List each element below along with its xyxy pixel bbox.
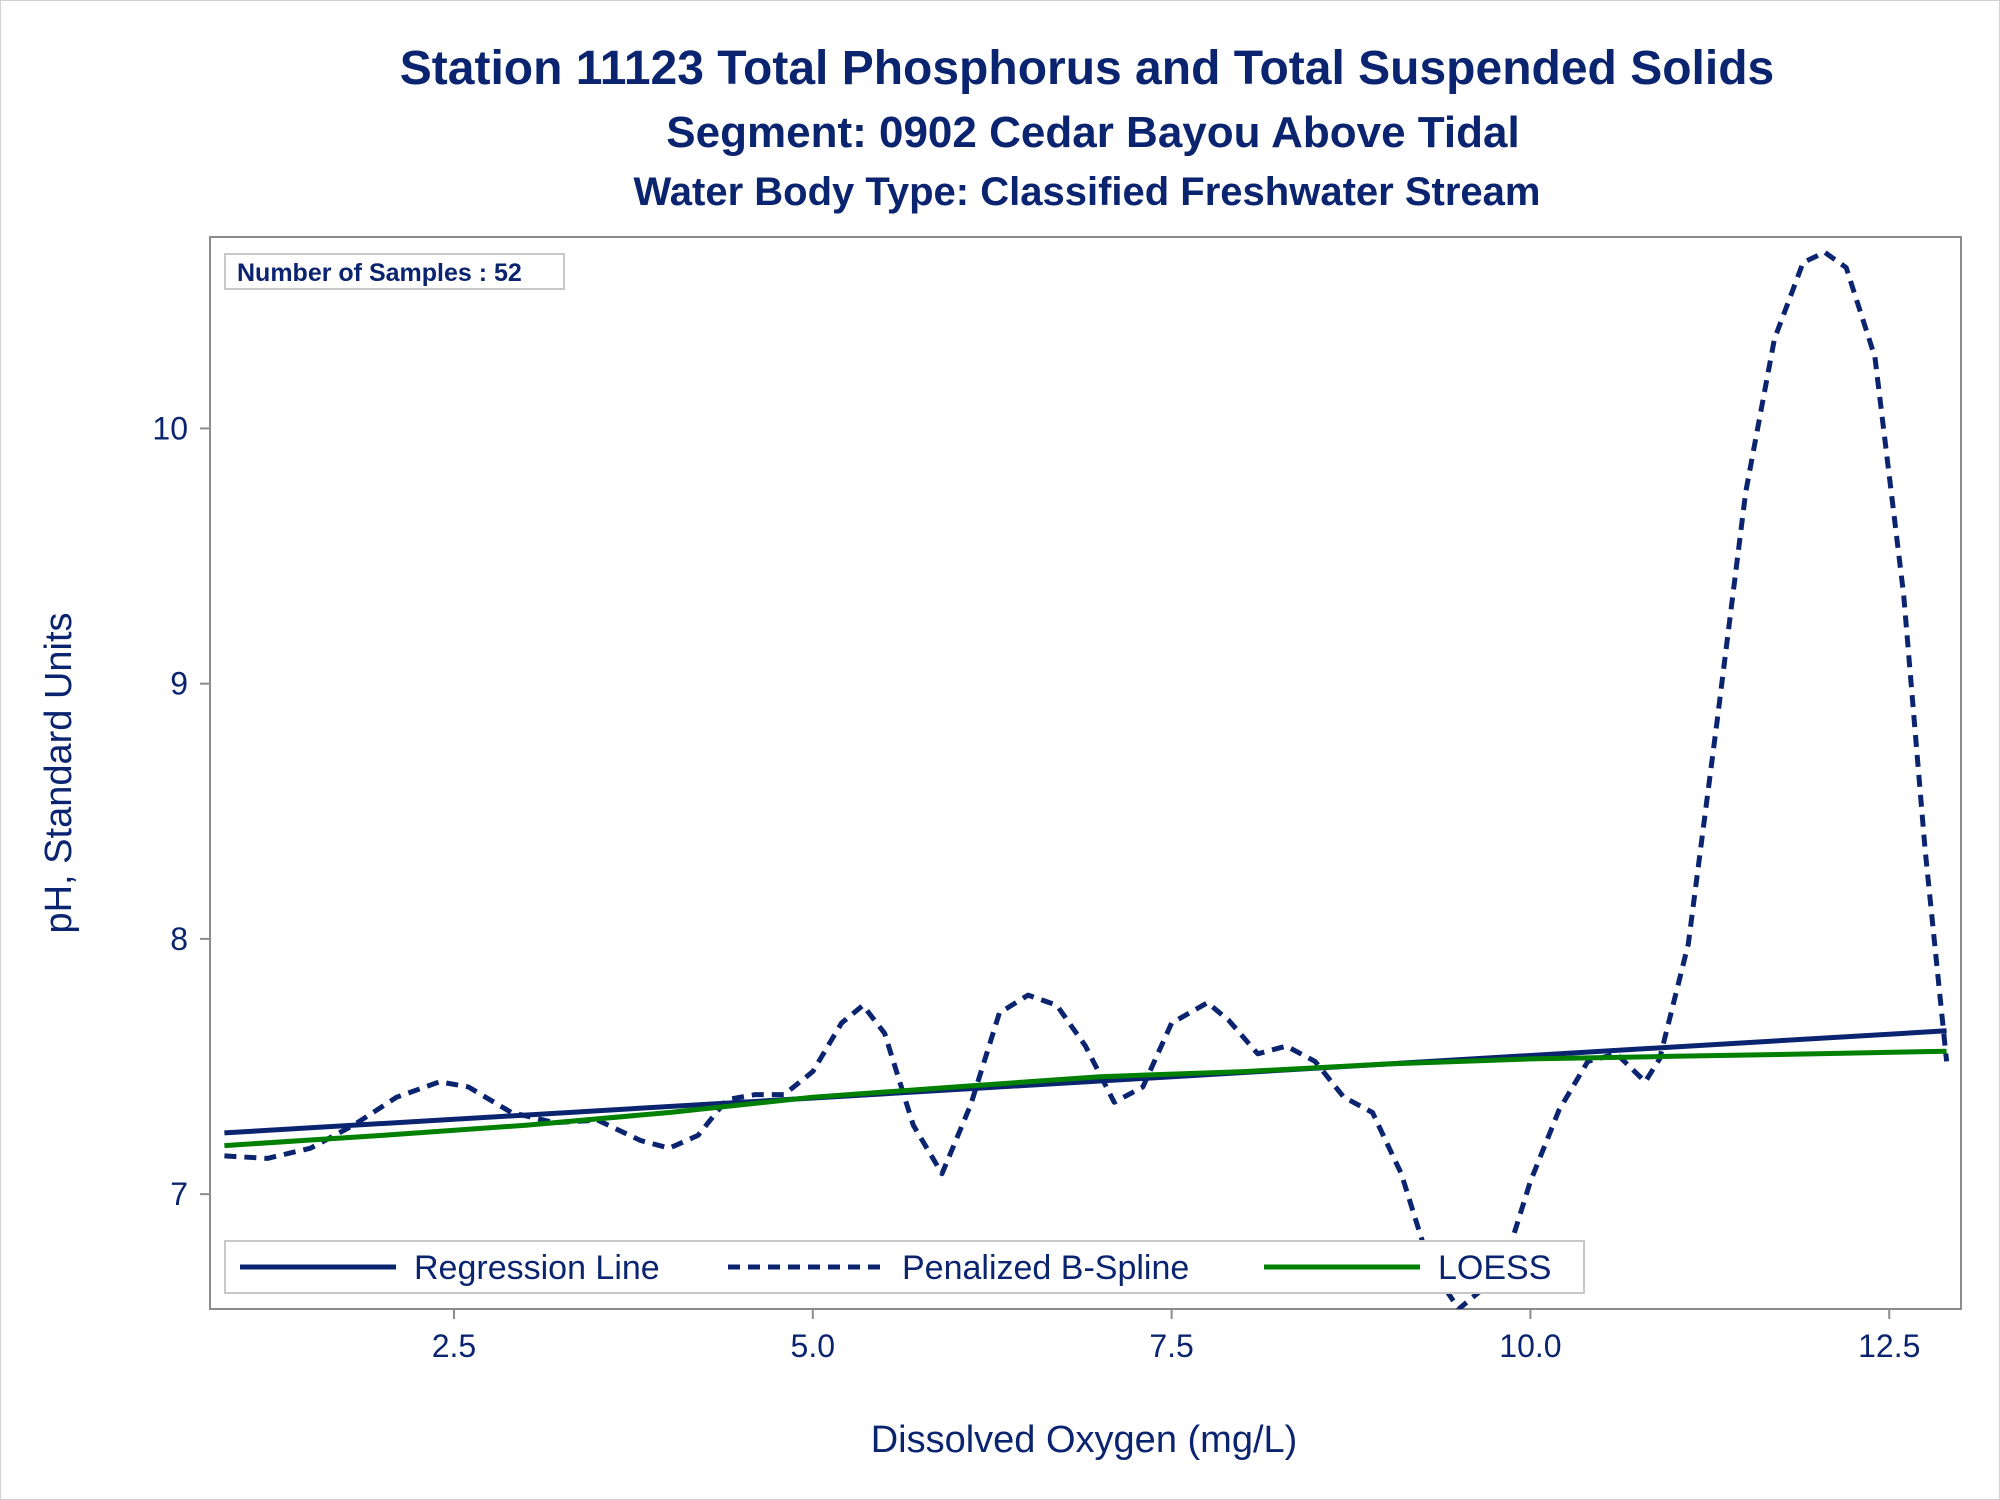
x-tick-label: 2.5 [432, 1328, 476, 1364]
legend: Regression Line Penalized B-Spline LOESS [224, 1240, 1585, 1294]
y-tick-label: 7 [170, 1176, 188, 1212]
y-axis-label: pH, Standard Units [38, 612, 80, 933]
chart-subtitle: Segment: 0902 Cedar Bayou Above Tidal [666, 108, 1519, 157]
sample-count-inset: Number of Samples : 52 [224, 253, 565, 290]
x-tick-label: 10.0 [1499, 1328, 1561, 1364]
y-tick-label: 9 [170, 666, 188, 702]
legend-label: Penalized B-Spline [902, 1249, 1189, 1287]
x-tick-label: 12.5 [1858, 1328, 1920, 1364]
inset-box [224, 253, 565, 290]
x-tick-label: 7.5 [1149, 1328, 1193, 1364]
plot-area: 2.5 5.0 7.5 10.0 12.5 7 8 9 10 [152, 236, 1962, 1364]
chart-subtitle-2: Water Body Type: Classified Freshwater S… [634, 170, 1541, 214]
series-group [224, 249, 1950, 1309]
legend-label: Regression Line [414, 1249, 660, 1287]
series-line-loess [224, 1048, 1947, 1149]
series-line-regression-line [224, 1028, 1947, 1136]
x-tick-label: 5.0 [791, 1328, 835, 1364]
plot-border [209, 236, 1962, 1310]
legend-label: LOESS [1438, 1249, 1551, 1287]
chart-title: Station 11123 Total Phosphorus and Total… [400, 42, 1774, 95]
y-tick-label: 10 [152, 410, 188, 446]
y-tick-label: 8 [170, 921, 188, 957]
x-axis-label: Dissolved Oxygen (mg/L) [871, 1419, 1298, 1461]
series-line-penalized-b-spline [224, 249, 1950, 1309]
inset-text: Number of Samples : 52 [237, 259, 522, 287]
